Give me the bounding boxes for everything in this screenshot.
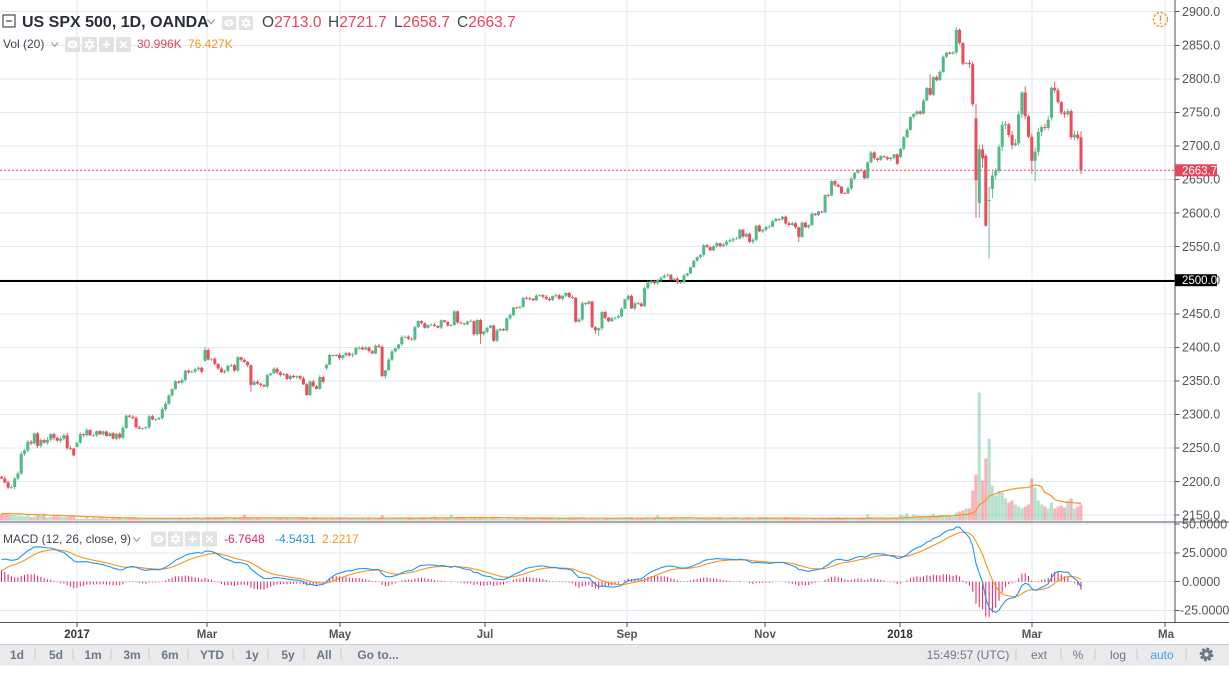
svg-text:30.996K: 30.996K	[137, 37, 182, 51]
svg-text:2400.0: 2400.0	[1182, 341, 1220, 355]
svg-text:All: All	[316, 648, 331, 662]
svg-text:Nov: Nov	[754, 629, 776, 641]
svg-text:2250.0: 2250.0	[1182, 441, 1220, 455]
svg-text:-4.5431: -4.5431	[275, 532, 316, 546]
svg-text:2.2217: 2.2217	[322, 532, 359, 546]
svg-text:2550.0: 2550.0	[1182, 240, 1220, 254]
svg-text:H2721.7: H2721.7	[328, 14, 387, 31]
svg-text:C2663.7: C2663.7	[457, 14, 516, 31]
svg-text:auto: auto	[1150, 648, 1174, 662]
svg-text:2663.7: 2663.7	[1182, 165, 1217, 177]
svg-text:2018: 2018	[887, 629, 913, 641]
svg-text:2500.0: 2500.0	[1182, 275, 1217, 287]
svg-text:2300.0: 2300.0	[1182, 408, 1220, 422]
svg-text:2150.0: 2150.0	[1182, 508, 1220, 522]
svg-text:US SPX 500, 1D, OANDA: US SPX 500, 1D, OANDA	[22, 14, 209, 31]
svg-text:May: May	[329, 629, 352, 641]
svg-text:%: %	[1073, 648, 1084, 662]
svg-text:2200.0: 2200.0	[1182, 475, 1220, 489]
svg-text:log: log	[1110, 648, 1126, 662]
svg-text:2750.0: 2750.0	[1182, 106, 1220, 120]
svg-text:-6.7648: -6.7648	[224, 532, 265, 546]
svg-text:Mar: Mar	[1022, 629, 1043, 641]
svg-text:2350.0: 2350.0	[1182, 374, 1220, 388]
svg-text:0.0000: 0.0000	[1182, 575, 1220, 589]
svg-text:Mar: Mar	[197, 629, 218, 641]
svg-text:3m: 3m	[123, 648, 140, 662]
svg-text:ext: ext	[1031, 648, 1048, 662]
svg-text:2850.0: 2850.0	[1182, 39, 1220, 53]
svg-text:5y: 5y	[281, 648, 295, 662]
svg-text:YTD: YTD	[200, 648, 224, 662]
svg-text:Sep: Sep	[616, 629, 637, 641]
svg-text:Go to...: Go to...	[357, 648, 398, 662]
svg-text:2450.0: 2450.0	[1182, 307, 1220, 321]
svg-text:Vol (20): Vol (20)	[3, 37, 44, 51]
svg-text:L2658.7: L2658.7	[394, 14, 450, 31]
svg-text:Ma: Ma	[1158, 629, 1175, 641]
svg-text:6m: 6m	[161, 648, 178, 662]
svg-text:5d: 5d	[49, 648, 63, 662]
svg-text:1m: 1m	[84, 648, 101, 662]
svg-text:1y: 1y	[245, 648, 259, 662]
svg-text:76.427K: 76.427K	[188, 37, 233, 51]
svg-text:1d: 1d	[10, 648, 24, 662]
svg-text:-25.0000: -25.0000	[1180, 604, 1229, 618]
svg-text:2017: 2017	[64, 629, 90, 641]
svg-text:2800.0: 2800.0	[1182, 72, 1220, 86]
svg-text:O2713.0: O2713.0	[262, 14, 322, 31]
svg-text:MACD (12, 26, close, 9): MACD (12, 26, close, 9)	[3, 532, 131, 546]
svg-text:2700.0: 2700.0	[1182, 139, 1220, 153]
svg-text:15:49:57 (UTC): 15:49:57 (UTC)	[927, 648, 1010, 662]
svg-text:50.0000: 50.0000	[1182, 517, 1227, 531]
svg-text:2900.0: 2900.0	[1182, 5, 1220, 19]
svg-text:25.0000: 25.0000	[1182, 546, 1227, 560]
svg-text:2600.0: 2600.0	[1182, 206, 1220, 220]
svg-text:Jul: Jul	[477, 629, 494, 641]
